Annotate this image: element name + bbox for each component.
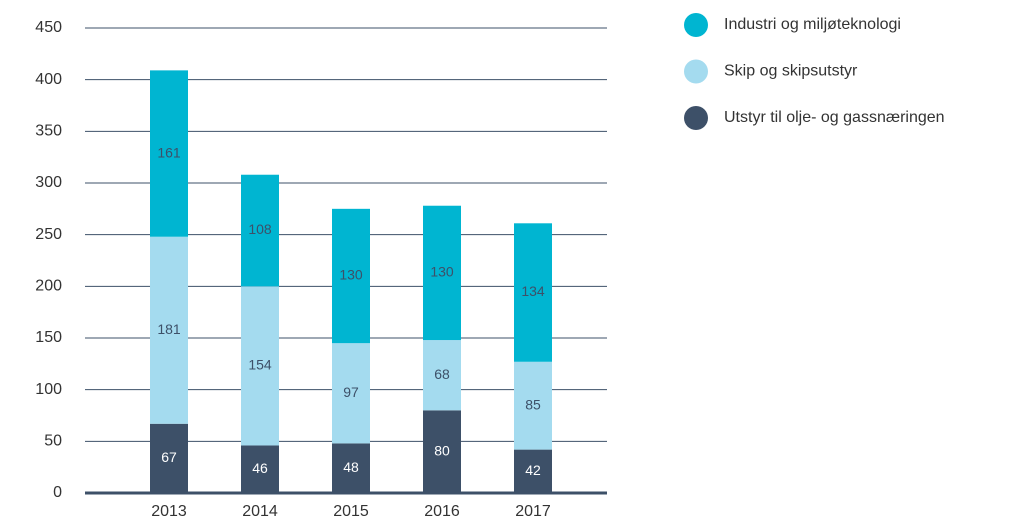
value-label: 67: [161, 449, 177, 465]
bar-segment: [150, 70, 188, 237]
value-label: 154: [248, 357, 272, 373]
y-tick-label: 100: [35, 381, 62, 398]
y-tick-label: 450: [35, 19, 62, 36]
bar-segment: [150, 236, 188, 424]
value-label: 80: [434, 442, 450, 458]
bar-segment: [423, 205, 461, 341]
y-tick-label: 0: [53, 484, 62, 501]
legend-label: Skip og skipsutstyr: [724, 63, 858, 80]
y-tick-label: 350: [35, 123, 62, 140]
bar-segment: [241, 174, 279, 287]
value-label: 161: [157, 144, 181, 160]
x-tick-label: 2014: [242, 503, 278, 520]
legend-label: Utstyr til olje- og gassnæringen: [724, 109, 945, 126]
bar-segment: [514, 361, 552, 450]
value-label: 85: [525, 396, 541, 412]
legend-swatch: [684, 59, 708, 84]
value-label: 130: [339, 267, 363, 283]
bar-segment: [332, 343, 370, 444]
bar-segment: [423, 410, 461, 493]
bar-segment: [241, 445, 279, 493]
x-tick-label: 2017: [515, 503, 551, 520]
value-label: 42: [525, 462, 541, 478]
bar-segment: [514, 223, 552, 362]
value-label: 181: [157, 321, 181, 337]
value-label: 97: [343, 384, 359, 400]
legend-swatch: [684, 13, 708, 37]
bar-segment: [332, 443, 370, 493]
x-tick-label: 2015: [333, 503, 369, 520]
value-label: 108: [248, 221, 272, 237]
value-label: 48: [343, 459, 359, 475]
bar-segment: [332, 208, 370, 344]
bar-segment: [150, 423, 188, 493]
legend-label: Industri og miljøteknologi: [724, 16, 901, 33]
value-label: 130: [430, 264, 454, 280]
y-tick-label: 250: [35, 226, 62, 243]
value-label: 46: [252, 460, 268, 476]
y-tick-label: 300: [35, 174, 62, 191]
bar-segment: [241, 286, 279, 446]
legend-swatch: [684, 106, 708, 130]
y-tick-label: 200: [35, 278, 62, 295]
value-label: 68: [434, 366, 450, 382]
bar-segment: [423, 340, 461, 411]
y-tick-label: 150: [35, 329, 62, 346]
x-tick-label: 2016: [424, 503, 460, 520]
x-tick-label: 2013: [151, 503, 187, 520]
y-tick-label: 50: [44, 433, 62, 450]
y-tick-label: 400: [35, 71, 62, 88]
bar-segment: [514, 449, 552, 493]
value-label: 134: [521, 283, 545, 299]
